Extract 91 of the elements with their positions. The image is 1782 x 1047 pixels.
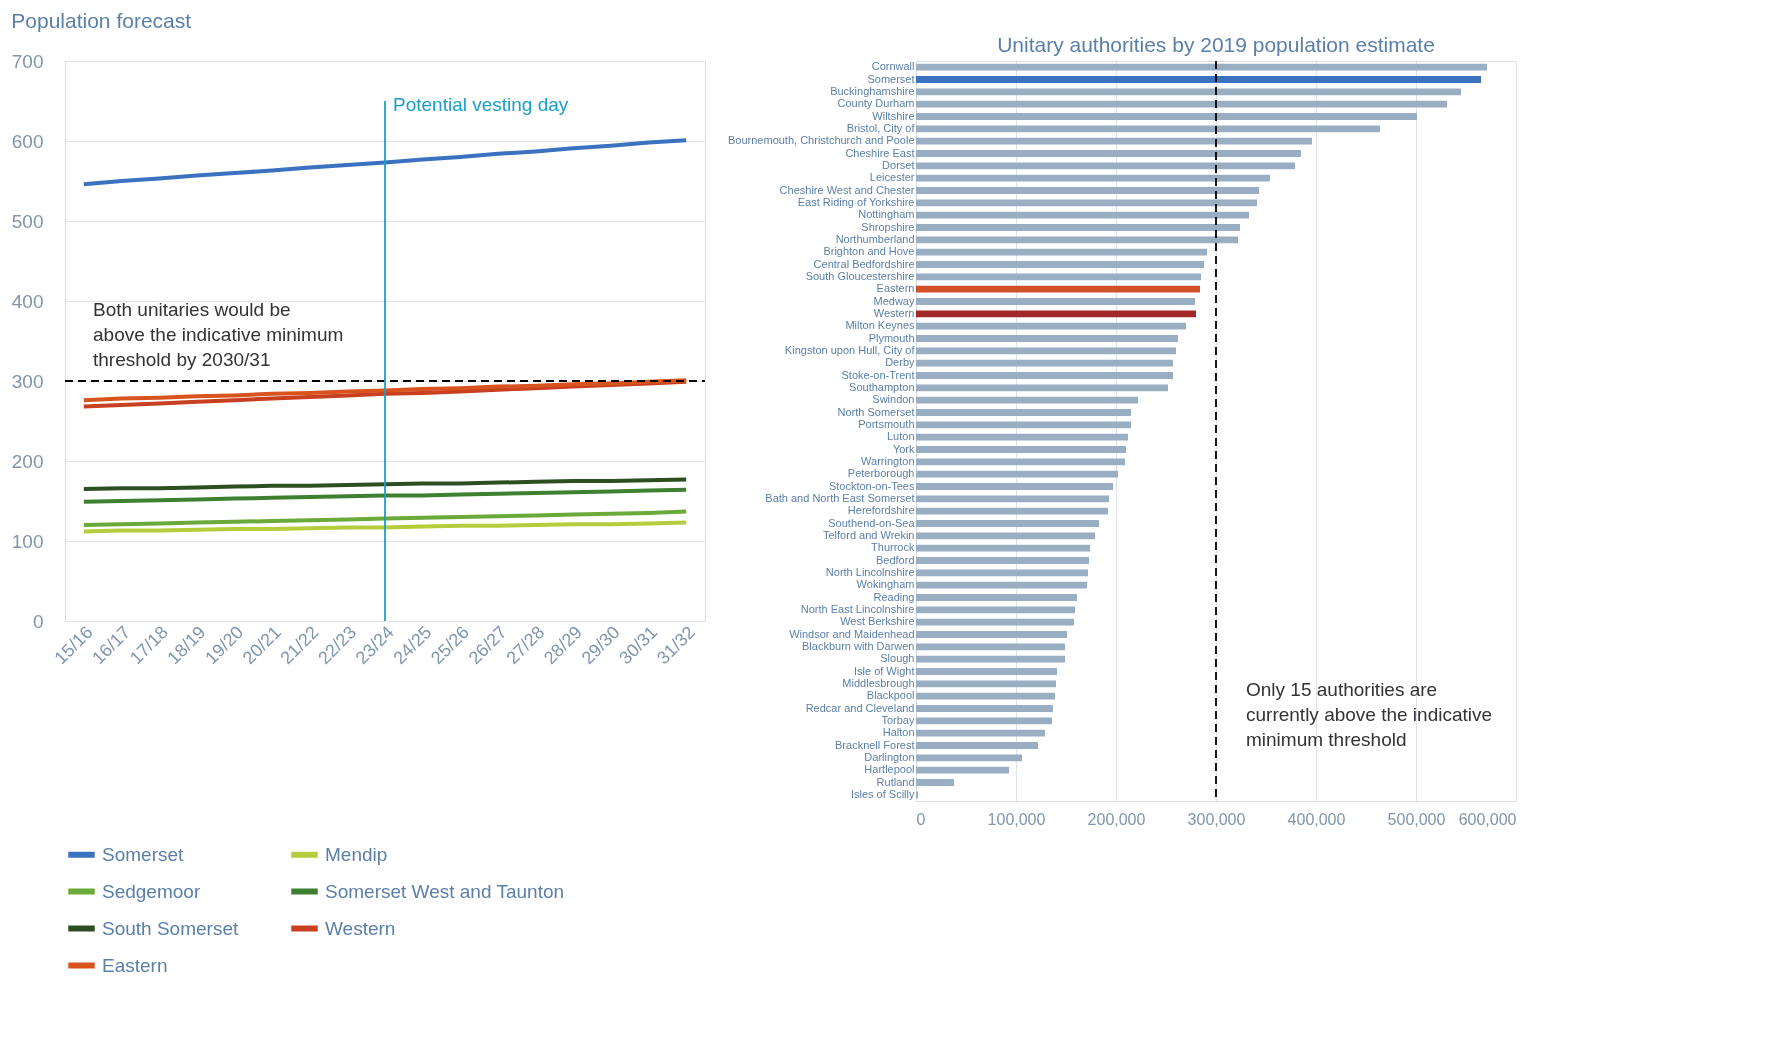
legend-label: Sedgemoor	[102, 880, 201, 902]
y-tick-label: Reading	[873, 590, 915, 603]
line-series	[81, 477, 689, 491]
y-tick-label: Bournemouth, Christchurch and Poole	[728, 134, 915, 147]
y-tick-label: Leicester	[869, 171, 915, 184]
legend-label: Somerset West and Taunton	[325, 880, 565, 902]
line-series	[81, 138, 689, 187]
y-tick-label: Thurrock	[871, 541, 915, 554]
y-tick-label: Telford and Wrekin	[822, 528, 915, 541]
y-tick-label: Bath and North East Somerset	[765, 491, 915, 504]
y-tick-label: Cheshire West and Chester	[779, 183, 915, 196]
chart-title: Population forecast	[11, 9, 192, 32]
y-tick-label: South Gloucestershire	[805, 269, 915, 282]
y-tick-label: North East Lincolnshire	[800, 602, 915, 615]
y-tick-label: Dorset	[882, 158, 915, 171]
y-tick-label: Peterborough	[847, 467, 915, 480]
y-tick-label: Luton	[886, 430, 915, 443]
y-tick-label: Central Bedfordshire	[813, 257, 915, 270]
y-tick-label: Eastern	[876, 282, 915, 295]
y-tick-label: Shropshire	[861, 220, 915, 233]
y-tick-label: County Durham	[837, 97, 915, 110]
y-tick-label: North Somerset	[837, 405, 915, 418]
y-tick-label: Southend-on-Sea	[828, 516, 916, 529]
x-tick-label: 300,000	[1187, 810, 1246, 828]
y-tick-label: Halton	[882, 726, 915, 739]
y-tick-label: Isles of Scilly	[850, 787, 915, 800]
line-series	[81, 520, 689, 534]
y-tick-label: 600	[11, 130, 44, 152]
y-tick-label: Rutland	[876, 775, 915, 788]
y-tick-label: West Berkshire	[840, 615, 915, 628]
y-tick-label: Hartlepool	[864, 763, 915, 776]
annotation: Only 15 authorities are currently above the indicative minimum threshold	[1246, 679, 1493, 750]
y-tick-label: Northumberland	[835, 232, 915, 245]
y-tick-label: Slough	[880, 652, 915, 665]
annotation: Both unitaries would be above the indicative minimum threshold by 2030/31	[93, 299, 344, 370]
chart-title: Unitary authorities by 2019 population estimate	[997, 33, 1435, 57]
y-tick-label: Nottingham	[858, 208, 915, 221]
x-tick-label: 600,000	[1458, 810, 1517, 828]
y-tick-label: Derby	[885, 356, 915, 369]
y-tick-label: Medway	[873, 294, 915, 307]
y-tick-label: 500	[11, 210, 44, 232]
y-tick-label: Southampton	[849, 380, 915, 393]
y-tick-label: Torbay	[881, 713, 915, 726]
y-tick-label: Redcar and Cleveland	[805, 701, 915, 714]
y-tick-label: 700	[11, 50, 44, 72]
y-tick-label: Blackpool	[866, 689, 915, 702]
line-series	[81, 509, 689, 527]
y-tick-label: 300	[11, 370, 44, 392]
line-series	[81, 378, 689, 403]
y-tick-label: Stoke-on-Trent	[841, 368, 915, 381]
y-tick-label: Buckinghamshire	[830, 84, 915, 97]
line-series	[81, 487, 689, 504]
y-tick-label: Bracknell Forest	[835, 738, 915, 751]
y-tick-label: Somerset	[867, 72, 915, 85]
legend-label: Western	[325, 917, 396, 939]
x-tick-label: 500,000	[1387, 810, 1446, 828]
y-tick-label: Western	[873, 306, 915, 319]
y-tick-label: Isle of Wight	[853, 664, 915, 677]
y-tick-label: Plymouth	[868, 331, 915, 344]
legend-label: Eastern	[102, 954, 168, 976]
y-tick-label: Wokingham	[856, 578, 915, 591]
y-tick-label: 200	[11, 450, 44, 472]
y-tick-label: Brighton and Hove	[823, 245, 915, 258]
ref-line-label: Potential vesting day	[393, 94, 569, 115]
legend-label: Somerset	[102, 843, 185, 865]
y-tick-label: Bedford	[875, 553, 915, 566]
y-tick-label: East Riding of Yorkshire	[797, 195, 915, 208]
y-tick-label: Cornwall	[871, 60, 915, 73]
y-tick-label: Windsor and Maidenhead	[789, 627, 915, 640]
y-tick-label: 400	[11, 290, 44, 312]
y-tick-label: Wiltshire	[872, 109, 915, 122]
x-tick-label: 400,000	[1287, 810, 1346, 828]
y-tick-label: York	[892, 442, 915, 455]
y-tick-label: Herefordshire	[847, 504, 915, 517]
y-tick-label: Portsmouth	[858, 417, 915, 430]
y-tick-label: Blackburn with Darwen	[802, 639, 915, 652]
y-tick-label: Kingston upon Hull, City of	[784, 343, 916, 356]
legend-label: Mendip	[325, 843, 388, 865]
x-tick-label: 100,000	[987, 810, 1046, 828]
y-tick-label: Warrington	[861, 454, 915, 467]
y-tick-label: Milton Keynes	[845, 319, 915, 332]
y-tick-label: Bristol, City of	[846, 121, 916, 134]
legend-label: South Somerset	[102, 917, 239, 939]
y-tick-label: Cheshire East	[845, 146, 915, 159]
y-tick-label: Middlesbrough	[842, 676, 915, 689]
y-tick-label: Swindon	[872, 393, 915, 406]
y-tick-label: Stockton-on-Tees	[828, 479, 915, 492]
x-tick-label: 200,000	[1087, 810, 1146, 828]
y-tick-label: North Lincolnshire	[825, 565, 915, 578]
y-tick-label: 100	[11, 530, 44, 552]
y-tick-label: Darlington	[864, 750, 915, 763]
